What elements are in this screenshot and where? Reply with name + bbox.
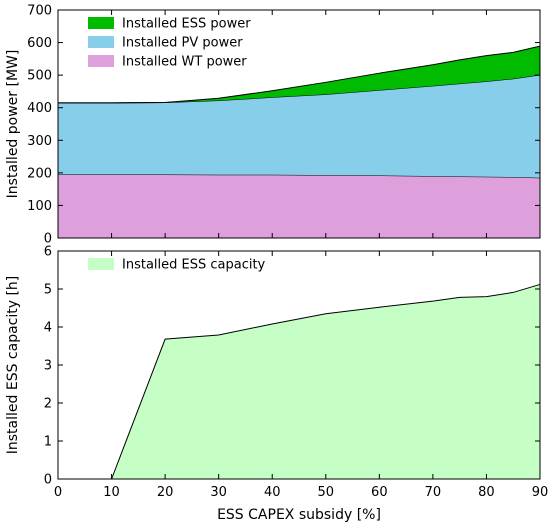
y-tick-label: 2 [44, 397, 52, 412]
y-tick-label: 1 [44, 435, 52, 450]
legend-label: Installed ESS capacity [122, 258, 266, 273]
power-chart: 0 100 200 300 400 500 600 700 Installed power [M… [5, 4, 541, 247]
y-axis-label: Installed power [MW] [5, 50, 21, 199]
x-tick-label: 90 [532, 485, 549, 500]
area-wt-power [58, 174, 540, 238]
y-tick-label: 0 [44, 473, 52, 488]
y-tick-label: 200 [27, 166, 52, 181]
x-tick-label: 70 [425, 485, 442, 500]
area-pv-power [58, 74, 540, 178]
y-tick-label: 700 [27, 4, 52, 19]
line-ess-capacity [58, 283, 541, 480]
y-tick-label: 400 [27, 101, 52, 116]
y-tick-label: 0 [44, 232, 52, 247]
plot-frame [57, 9, 541, 239]
y-tick-label: 6 [44, 245, 52, 260]
x-tick-label: 50 [318, 485, 335, 500]
x-tick-label: 30 [210, 485, 227, 500]
y-tick-label: 600 [27, 36, 52, 51]
y-axis-label: Installed ESS capacity [h] [5, 276, 21, 455]
legend-swatch-ess-power [88, 17, 114, 29]
y-tick-label: 4 [44, 321, 52, 336]
legend-label: Installed WT power [122, 55, 247, 70]
x-tick-label: 0 [54, 485, 62, 500]
y-tick-label: 3 [44, 359, 52, 374]
x-axis-label: ESS CAPEX subsidy [%] [217, 507, 381, 523]
legend-label: Installed PV power [122, 36, 243, 51]
y-tick-label: 500 [27, 69, 52, 84]
x-tick-label: 80 [478, 485, 495, 500]
y-tick-label: 100 [27, 199, 52, 214]
legend: Installed ESS capacity [88, 258, 266, 273]
x-tick-label: 60 [371, 485, 388, 500]
legend-swatch-wt-power [88, 55, 114, 67]
legend-swatch-pv-power [88, 36, 114, 48]
legend: Installed ESS power Installed PV power Ins… [88, 17, 251, 70]
x-tick-label: 20 [157, 485, 174, 500]
area-ess-capacity [58, 284, 540, 479]
y-tick-label: 5 [44, 283, 52, 298]
legend-label: Installed ESS power [122, 17, 251, 32]
x-tick-label: 40 [264, 485, 281, 500]
area-ess-power [58, 46, 540, 103]
y-tick-label: 300 [27, 134, 52, 149]
line-ess-power [58, 45, 541, 104]
legend-swatch-ess-capacity [88, 258, 114, 270]
x-tick-label: 10 [103, 485, 120, 500]
